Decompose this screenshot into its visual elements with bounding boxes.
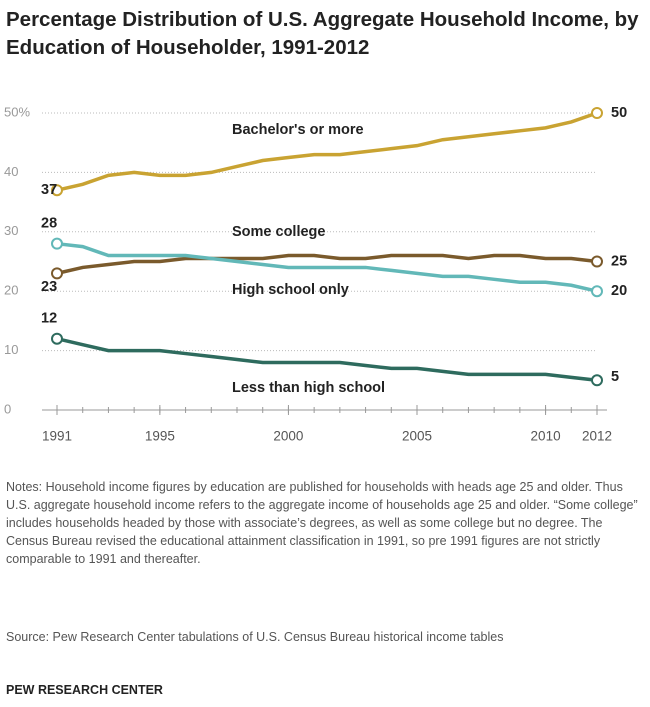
x-tick-label: 2000 — [273, 429, 303, 444]
value-label: 28 — [41, 216, 57, 232]
endpoint-marker — [51, 184, 63, 197]
endpoint-marker — [591, 107, 603, 119]
value-label: 25 — [611, 253, 627, 269]
y-tick-label: 20 — [4, 283, 18, 298]
x-tick-label: 1995 — [145, 429, 175, 444]
y-tick-label: 50% — [4, 104, 30, 119]
endpoint-marker — [591, 374, 603, 387]
notes: Notes: Household income figures by educa… — [6, 480, 638, 566]
value-label: 50 — [611, 105, 627, 121]
series-line — [56, 241, 598, 293]
endpoint-marker — [51, 332, 63, 345]
x-tick-label: 2010 — [531, 429, 561, 444]
value-label: 12 — [41, 311, 57, 327]
series-label: Some college — [232, 224, 325, 240]
endpoint-marker — [591, 285, 603, 298]
series-line — [56, 253, 598, 276]
value-label: 23 — [41, 279, 57, 295]
series-label: Bachelor's or more — [232, 122, 364, 138]
y-tick-label: 0 — [4, 401, 11, 416]
x-tick-label: 1991 — [42, 429, 72, 444]
endpoint-marker — [51, 267, 63, 280]
value-label: 5 — [611, 369, 619, 385]
chart-title: Percentage Distribution of U.S. Aggregat… — [6, 8, 639, 59]
series-line — [56, 111, 598, 192]
value-label: 37 — [41, 182, 57, 198]
endpoint-marker — [591, 255, 603, 268]
value-label: 20 — [611, 283, 627, 299]
y-tick-label: 10 — [4, 342, 18, 357]
x-tick-label: 2005 — [402, 429, 432, 444]
source: Source: Pew Research Center tabulations … — [6, 630, 504, 644]
y-tick-label: 40 — [4, 164, 18, 179]
series-label: Less than high school — [232, 380, 385, 396]
series-label: High school only — [232, 282, 349, 298]
footer: PEW RESEARCH CENTER — [6, 683, 163, 697]
endpoint-marker — [51, 237, 63, 250]
x-tick-label: 2012 — [582, 429, 612, 444]
series-line — [56, 337, 598, 383]
y-tick-label: 30 — [4, 223, 18, 238]
